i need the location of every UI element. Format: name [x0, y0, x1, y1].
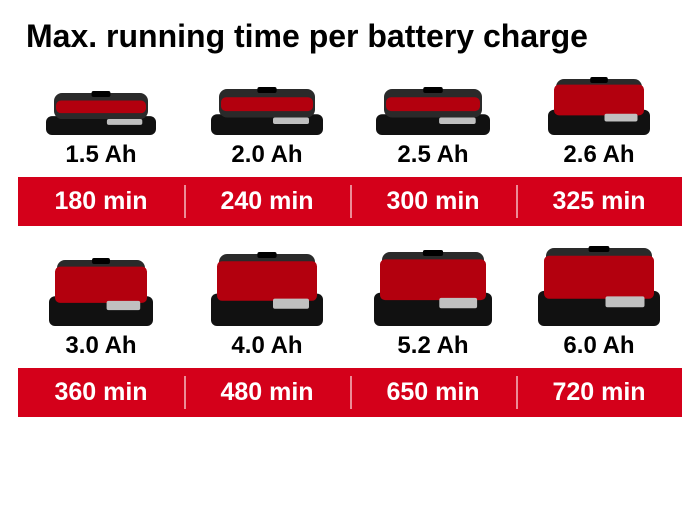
capacity-label: 2.5 Ah	[397, 141, 468, 169]
battery-cell: 4.0 Ah	[184, 236, 350, 368]
battery-cell: 1.5 Ah	[18, 61, 184, 177]
battery-icon	[534, 244, 664, 326]
runtime-strip: 360 min 480 min 650 min 720 min	[18, 368, 682, 417]
capacity-label: 4.0 Ah	[231, 332, 302, 360]
capacity-label: 1.5 Ah	[65, 141, 136, 169]
runtime-value: 360 min	[18, 368, 184, 417]
runtime-strip: 180 min 240 min 300 min 325 min	[18, 177, 682, 226]
battery-cell: 6.0 Ah	[516, 236, 682, 368]
battery-cell: 2.6 Ah	[516, 61, 682, 177]
capacity-label: 6.0 Ah	[563, 332, 634, 360]
battery-icon	[370, 244, 496, 326]
runtime-value: 180 min	[18, 177, 184, 226]
page-title: Max. running time per battery charge	[0, 0, 700, 61]
battery-icon	[42, 75, 160, 135]
battery-cell: 2.0 Ah	[184, 61, 350, 177]
capacity-label: 2.0 Ah	[231, 141, 302, 169]
battery-icon	[372, 75, 494, 135]
runtime-value: 480 min	[184, 368, 350, 417]
battery-cell: 3.0 Ah	[18, 236, 184, 368]
battery-icon	[207, 244, 327, 326]
runtime-value: 300 min	[350, 177, 516, 226]
battery-row: 1.5 Ah 2.0 Ah 2.5 Ah 2.6 Ah	[0, 61, 700, 177]
runtime-value: 240 min	[184, 177, 350, 226]
battery-icon	[45, 244, 157, 326]
battery-icon	[207, 75, 327, 135]
battery-icon	[544, 69, 654, 135]
runtime-value: 650 min	[350, 368, 516, 417]
battery-cell: 2.5 Ah	[350, 61, 516, 177]
runtime-value: 325 min	[516, 177, 682, 226]
capacity-label: 2.6 Ah	[563, 141, 634, 169]
capacity-label: 3.0 Ah	[65, 332, 136, 360]
runtime-value: 720 min	[516, 368, 682, 417]
capacity-label: 5.2 Ah	[397, 332, 468, 360]
battery-row: 3.0 Ah 4.0 Ah 5.2 Ah 6.0 Ah	[0, 236, 700, 368]
battery-cell: 5.2 Ah	[350, 236, 516, 368]
